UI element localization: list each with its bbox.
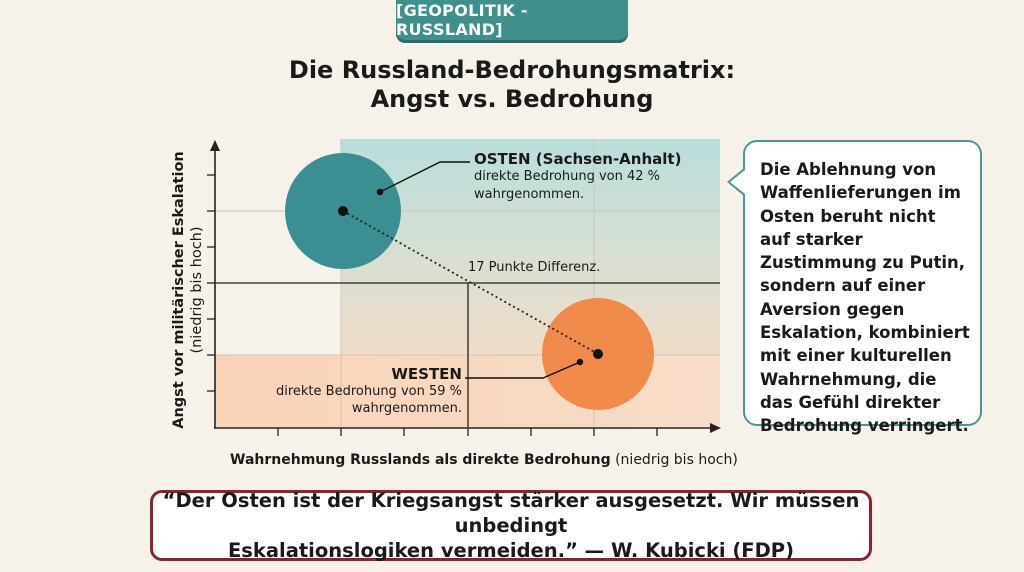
y-axis-range: (niedrig bis hoch) xyxy=(189,226,205,354)
east-leader xyxy=(376,161,470,196)
east-text-line-2: wahrgenommen. xyxy=(474,187,585,202)
west-leader xyxy=(465,358,584,379)
bubble-text: Die Ablehnung von Waffenlieferungen im O… xyxy=(760,160,970,436)
west-text-line-2: wahrgenommen. xyxy=(351,401,462,416)
axes xyxy=(210,140,721,433)
title-line-2: Angst vs. Bedrohung xyxy=(370,85,654,113)
x-axis-range: (niedrig bis hoch) xyxy=(610,452,738,468)
quote-line-2: Eskalationslogiken vermeiden.” — W. Kubi… xyxy=(227,539,795,562)
x-axis-label: Wahrnehmung Russlands als direkte Bedroh… xyxy=(230,452,738,468)
category-tag: [GEOPOLITIK - RUSSLAND] xyxy=(396,0,628,40)
title-line-1: Die Russland-Bedrohungsmatrix: xyxy=(288,56,736,84)
y-axis-label: Angst vor militärischer Eskalation (nied… xyxy=(170,130,206,450)
y-axis-title: Angst vor militärischer Eskalation xyxy=(171,151,187,429)
axis-ticks xyxy=(207,174,658,436)
difference-label: 17 Punkte Differenz. xyxy=(468,260,601,275)
east-text-line-1: direkte Bedrohung von 42 % xyxy=(474,169,661,184)
difference-line xyxy=(342,210,599,355)
explanation-bubble: Die Ablehnung von Waffenlieferungen im O… xyxy=(743,140,982,435)
quote-line-1: “Der Osten ist der Kriegsangst stärker a… xyxy=(162,489,860,537)
west-text-line-1: direkte Bedrohung von 59 % xyxy=(275,384,462,399)
east-callout: OSTEN (Sachsen-Anhalt) direkte Bedrohung… xyxy=(474,150,681,204)
east-region xyxy=(341,139,720,355)
center-cross xyxy=(215,282,720,427)
bubble-tail-fill xyxy=(730,170,745,194)
quote-box: “Der Osten ist der Kriegsangst stärker a… xyxy=(150,489,872,562)
x-axis-title: Wahrnehmung Russlands als direkte Bedroh… xyxy=(230,452,611,468)
page-title: Die Russland-Bedrohungsmatrix: Angst vs.… xyxy=(262,56,762,114)
west-heading: WESTEN xyxy=(391,365,462,383)
west-callout: WESTEN direkte Bedrohung von 59 % wahrge… xyxy=(252,366,462,417)
west-point xyxy=(593,349,603,359)
east-heading: OSTEN (Sachsen-Anhalt) xyxy=(474,150,682,168)
east-point xyxy=(338,206,348,216)
